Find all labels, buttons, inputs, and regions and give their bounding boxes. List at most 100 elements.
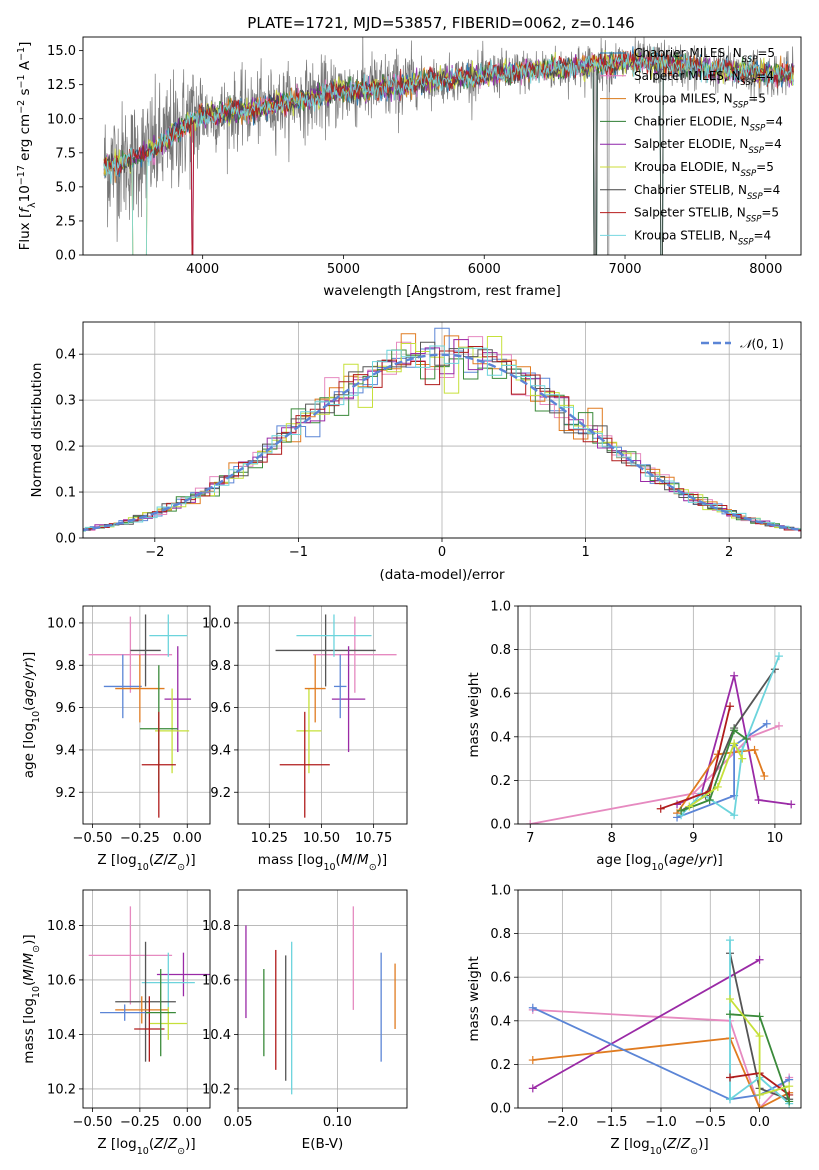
axes: 4000 5000 6000 7000 8000 0.0 2.5 5.0 7.5 10.0 12.5… [16,36,802,299]
x-axis-label: (data-model)/error [379,567,505,583]
x-axis-label: mass [log10(M/M⊙)] [258,852,387,873]
y-axis-label: Flux [fλ10−17 erg cm−2 s−1 A−1] [16,42,38,251]
errorbar-point [100,1004,150,1021]
errorbar-point [115,941,176,1062]
axes-frame [517,605,802,825]
axes: 7 8 9 10 0.0 0.2 0.4 0.6 0.8 1.0 age [log10(age/yr… [466,600,802,873]
legend-entry: Chabrier MILES, NSSP=5 [634,46,775,65]
plot-area [526,652,796,824]
observed-spectrum-line [103,37,795,255]
y-tick-label: 9.2 [55,786,76,801]
grid-lines [518,889,801,1109]
errorbar-point [88,616,173,693]
residuals-panel: −2 −1 0 1 2 0.0 0.1 0.2 0.3 0.4 (data-model)/error… [29,321,802,583]
y-axis-label: Normed distribution [29,363,45,498]
mass-weight-series-line [532,1009,790,1108]
y-tick-label: 10.0 [47,616,76,631]
mass-weight-marker [730,671,739,680]
axes: −2.0 −1.5 −1.0 −0.5 0.0 0.0 0.2 0.4 0.6 0.8 1.0 Z [… [466,884,802,1157]
mass-weight-marker [738,754,747,763]
x-tick-label: −1.0 [645,1115,677,1130]
x-axis-label: Z [log10(Z/Z⊙)] [97,1136,195,1157]
x-tick-label: 0.05 [224,1115,253,1130]
spectrum-panel: 4000 5000 6000 7000 8000 0.0 2.5 5.0 7.5 10.0 12.5… [16,36,802,299]
mass-weight-series-line [532,1006,790,1101]
mass-weight-marker [528,1084,537,1093]
x-tick-label: −0.25 [120,831,160,846]
legend: Chabrier MILES, NSSP=5 Salpeter MILES, NS… [600,46,783,247]
mass-weight-marker [730,811,739,820]
mass-weight-marker [705,796,714,805]
mass-weight-marker [726,995,735,1003]
mass-weight-marker [762,719,771,728]
y-tick-label: 0.0 [490,818,511,833]
x-tick-label: −1.5 [596,1115,628,1130]
residual-histogram [83,336,801,532]
y-axis-label: mass weight [466,672,482,757]
y-axis-label: mass [log10(M/M⊙)] [21,934,42,1063]
x-tick-label: 8 [608,831,616,846]
y-tick-label: 0.0 [490,1102,511,1117]
x-tick-label: 7000 [608,262,641,277]
plot-area [103,37,795,255]
mass-weight-marker [760,772,769,781]
y-tick-label: 9.8 [210,659,231,674]
y-tick-label: 0.8 [490,927,511,942]
y-tick-label: 0.6 [490,687,511,702]
legend-entry: Salpeter STELIB, NSSP=5 [634,206,779,225]
x-tick-label: 2 [725,545,733,560]
axes-frame [237,889,408,1109]
axes-frame [82,889,211,1109]
mass-weight-marker [656,804,665,813]
errorbar-point [145,969,176,1057]
y-tick-label: 0.2 [55,440,76,455]
mass-weight-vs-age-panel: 7 8 9 10 0.0 0.2 0.4 0.6 0.8 1.0 age [log10(age/yr… [466,600,802,873]
y-tick-label: 0.2 [490,774,511,789]
y-tick-label: 7.5 [55,146,76,161]
y-tick-label: 10.2 [202,1082,231,1097]
errorbar-point [333,654,347,719]
mass-weight-marker [526,820,535,824]
grid-lines [238,606,407,824]
y-tick-label: 9.6 [55,701,76,716]
legend-entry: Kroupa ELODIE, NSSP=5 [634,160,774,179]
age-vs-mass-panel: 10.25 10.50 10.75 9.2 9.4 9.6 9.8 10.0 mass [log… [202,605,408,873]
mass-weight-marker [730,726,739,735]
axes-frame [237,605,408,825]
x-tick-label: −0.25 [120,1115,160,1130]
axes-frame [517,889,802,1109]
y-tick-label: 5.0 [55,180,76,195]
x-tick-label: 4000 [186,262,219,277]
mass-weight-marker [726,936,735,945]
y-tick-label: 12.5 [47,78,76,93]
mass-weight-series-line [680,668,776,812]
y-tick-label: 0.8 [490,643,511,658]
y-tick-label: 2.5 [55,214,76,229]
legend-entry: Chabrier ELODIE, NSSP=4 [634,114,783,133]
x-tick-label: −0.50 [73,831,113,846]
x-tick-label: 0.00 [173,1115,202,1130]
errorbar-point [156,952,210,997]
y-axis-label: mass weight [466,956,482,1041]
mass-weight-marker [742,734,751,743]
axes: −2 −1 0 1 2 0.0 0.1 0.2 0.3 0.4 (data-model)/error… [29,321,802,583]
y-tick-label: 9.6 [210,701,231,716]
y-tick-label: 9.8 [55,659,76,674]
mass-weight-marker [755,1090,764,1099]
errorbar-point [134,996,165,1062]
errorbar-point [115,654,165,723]
x-tick-label: 1 [581,545,589,560]
x-tick-label: 0.10 [323,1115,352,1130]
axes-frame [82,36,802,256]
legend-entry: Kroupa STELIB, NSSP=4 [634,228,771,247]
mass-weight-marker [787,800,796,809]
plot-area [528,936,794,1108]
errorbar-point [155,688,190,774]
errorbar-point [88,906,173,1005]
y-tick-label: 0.4 [490,1014,511,1029]
grid-lines [83,606,210,824]
legend-entry: 𝒩(0, 1) [740,337,784,351]
mass-weight-marker [528,1056,537,1065]
plot-area [88,614,192,818]
